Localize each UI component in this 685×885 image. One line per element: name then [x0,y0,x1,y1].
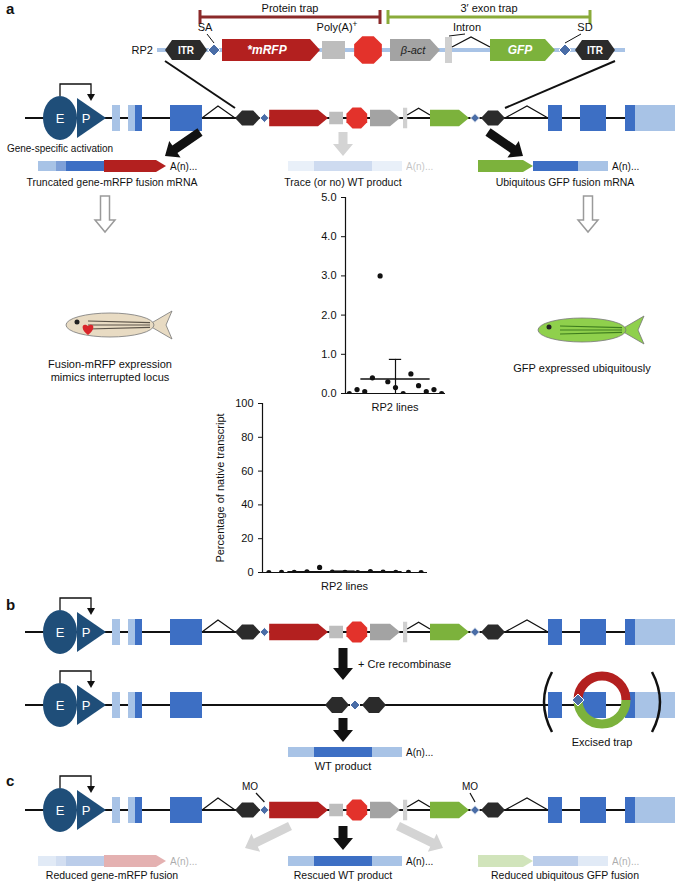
svg-text:a: a [6,0,15,17]
svg-text:RP2: RP2 [132,44,153,56]
svg-text:SD: SD [577,21,592,33]
svg-text:MO: MO [242,781,258,792]
svg-text:100: 100 [235,397,253,409]
svg-text:A(n)...: A(n)... [406,747,433,758]
svg-text:Poly(A)+: Poly(A)+ [317,20,358,33]
svg-text:E: E [56,111,65,126]
svg-text:5.0: 5.0 [321,191,336,203]
svg-text:Gene-specific activation: Gene-specific activation [7,143,113,154]
svg-text:E: E [56,698,65,713]
svg-text:MO: MO [462,781,478,792]
svg-text:WT product: WT product [315,760,372,772]
svg-text:40: 40 [241,498,253,510]
svg-text:0: 0 [247,566,253,578]
svg-text:c: c [6,772,14,789]
svg-text:Intron: Intron [453,21,481,33]
svg-text:β-act: β-act [400,44,427,56]
svg-text:*mRFP: *mRFP [247,43,287,57]
svg-text:Truncated gene-mRFP fusion mRN: Truncated gene-mRFP fusion mRNA [27,176,198,188]
svg-text:Reduced ubiquitous GFP fusion: Reduced ubiquitous GFP fusion [491,869,639,881]
svg-text:3.0: 3.0 [321,269,336,281]
svg-text:0.0: 0.0 [321,387,336,399]
svg-text:E: E [56,625,65,640]
svg-text:Trace (or no) WT product: Trace (or no) WT product [284,176,401,188]
svg-text:Reduced gene-mRFP fusion: Reduced gene-mRFP fusion [46,869,178,881]
svg-text:E: E [56,803,65,818]
svg-text:80: 80 [241,431,253,443]
svg-text:A(n)...: A(n)... [170,161,197,172]
svg-text:P: P [82,803,91,818]
svg-text:A(n)...: A(n)... [612,856,639,867]
svg-text:P: P [82,111,91,126]
svg-text:b: b [6,596,15,613]
svg-text:GFP: GFP [508,43,534,57]
svg-text:ITR: ITR [587,45,604,56]
svg-text:SA: SA [198,21,213,33]
svg-text:A(n)...: A(n)... [170,856,197,867]
svg-text:Protein trap: Protein trap [262,2,319,14]
svg-text:ITR: ITR [178,45,195,56]
svg-text:3′ exon trap: 3′ exon trap [460,2,517,14]
svg-text:1.0: 1.0 [321,348,336,360]
svg-text:20: 20 [241,532,253,544]
svg-text:Excised trap: Excised trap [572,736,633,748]
svg-text:60: 60 [241,465,253,477]
svg-text:Rescued WT product: Rescued WT product [294,869,393,881]
svg-text:mimics interrupted locus: mimics interrupted locus [51,371,170,383]
svg-text:A(n)...: A(n)... [406,161,433,172]
svg-text:4.0: 4.0 [321,230,336,242]
svg-text:Fusion-mRFP expression: Fusion-mRFP expression [48,358,172,370]
svg-text:A(n)...: A(n)... [406,856,433,867]
svg-text:GFP expressed ubiquitously: GFP expressed ubiquitously [513,362,651,374]
svg-text:RP2 lines: RP2 lines [371,401,419,413]
svg-text:A(n)...: A(n)... [612,161,639,172]
svg-text:RP2 lines: RP2 lines [321,580,369,592]
svg-text:Ubiquitous GFP fusion mRNA: Ubiquitous GFP fusion mRNA [496,176,635,188]
svg-text:P: P [82,625,91,640]
svg-text:+ Cre recombinase: + Cre recombinase [358,658,451,670]
svg-text:Percentage of native transcrip: Percentage of native transcript [214,413,226,562]
svg-text:P: P [82,698,91,713]
svg-text:2.0: 2.0 [321,309,336,321]
